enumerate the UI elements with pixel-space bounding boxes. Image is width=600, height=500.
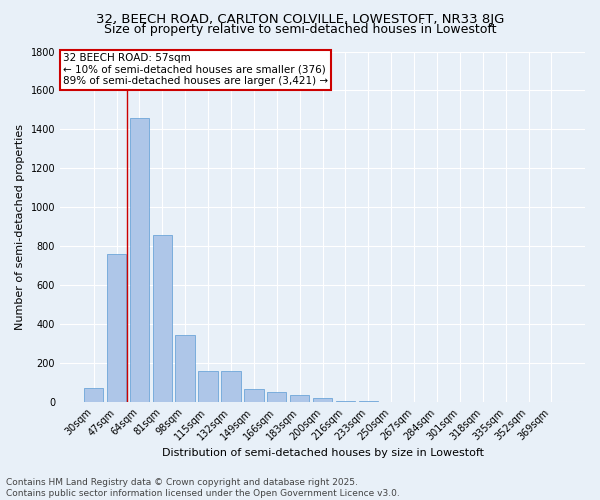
- Bar: [175, 335, 195, 402]
- Text: Size of property relative to semi-detached houses in Lowestoft: Size of property relative to semi-detach…: [104, 22, 496, 36]
- Text: 32 BEECH ROAD: 57sqm
← 10% of semi-detached houses are smaller (376)
89% of semi: 32 BEECH ROAD: 57sqm ← 10% of semi-detac…: [62, 54, 328, 86]
- Bar: [335, 400, 355, 402]
- Bar: [221, 371, 241, 402]
- Bar: [267, 392, 286, 402]
- Bar: [84, 388, 103, 402]
- Bar: [244, 388, 263, 402]
- Bar: [199, 371, 218, 402]
- Bar: [152, 234, 172, 402]
- Bar: [107, 254, 126, 402]
- Bar: [290, 396, 310, 402]
- Bar: [313, 398, 332, 402]
- Bar: [359, 401, 378, 402]
- Text: Contains HM Land Registry data © Crown copyright and database right 2025.
Contai: Contains HM Land Registry data © Crown c…: [6, 478, 400, 498]
- X-axis label: Distribution of semi-detached houses by size in Lowestoft: Distribution of semi-detached houses by …: [161, 448, 484, 458]
- Y-axis label: Number of semi-detached properties: Number of semi-detached properties: [15, 124, 25, 330]
- Text: 32, BEECH ROAD, CARLTON COLVILLE, LOWESTOFT, NR33 8JG: 32, BEECH ROAD, CARLTON COLVILLE, LOWEST…: [96, 12, 504, 26]
- Bar: [130, 118, 149, 402]
